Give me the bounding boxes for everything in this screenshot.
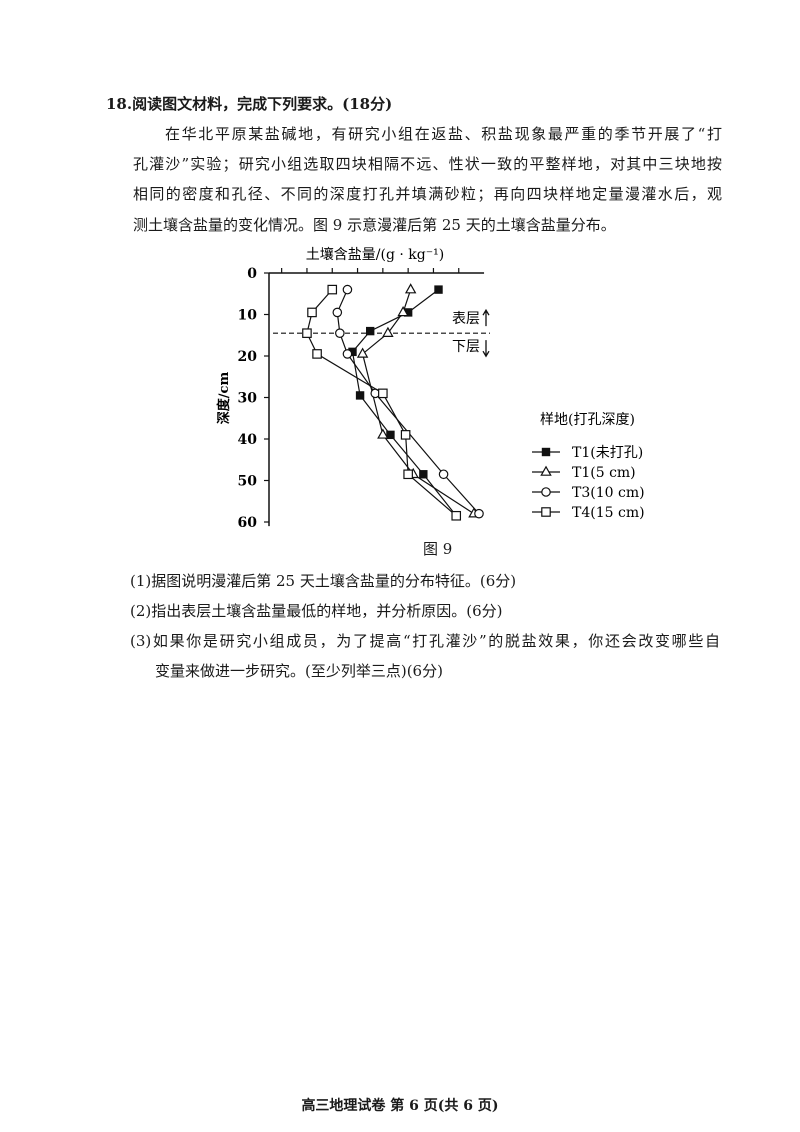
data-point-open-square: [307, 307, 317, 318]
legend-label: T1(未打孔): [572, 444, 643, 461]
legend-label: T4(15 cm): [572, 505, 645, 521]
data-point-filled-square: [355, 391, 365, 400]
y-tick-label: 50: [238, 474, 258, 490]
data-point-open-square: [400, 430, 411, 440]
series-4: [302, 284, 462, 521]
data-point-filled-square: [541, 447, 551, 457]
data-point-open-circle: [342, 349, 353, 359]
paragraph-line: 在华北平原某盐碱地，有研究小组在返盐、积盐现象最严重的季节开展了“打: [165, 125, 722, 143]
y-tick-label: 40: [238, 432, 258, 448]
sub-question-3: (3)如果你是研究小组成员，为了提高“打孔灌沙”的脱盐效果，你还会改变哪些自: [130, 632, 720, 650]
up-arrow-icon: [482, 308, 490, 327]
page-footer: 高三地理试卷 第 6 页(共 6 页): [301, 1098, 499, 1114]
series-line: [306, 289, 457, 517]
paragraph-line: 孔灌沙”实验；研究小组选取四块相隔不远、性状一致的平整样地，对其中三块地按: [133, 155, 722, 173]
legend-label: T1(5 cm): [572, 465, 636, 481]
sub-question-2: (2)指出表层土壤含盐量最低的样地，并分析原因。(6分): [130, 602, 503, 620]
series-1: [348, 285, 461, 520]
data-point-filled-square: [348, 347, 357, 357]
y-tick-label: 0: [247, 266, 257, 282]
data-point-open-square: [327, 284, 338, 295]
data-point-open-circle: [474, 508, 484, 519]
data-point-filled-square: [386, 430, 395, 440]
legend-item: T1(5 cm): [532, 465, 636, 481]
data-point-filled-square: [403, 308, 413, 317]
y-tick-label: 60: [238, 515, 258, 531]
lower-layer-label: 下层: [452, 339, 480, 355]
legend-item: T1(未打孔): [532, 444, 643, 461]
paragraph-line: 相同的密度和孔径、不同的深度打孔并填满砂粒；再向四块样地定量漫灌水后，观: [133, 185, 722, 203]
data-point-open-square: [403, 469, 413, 480]
data-point-open-square: [302, 328, 312, 338]
series-line: [351, 289, 457, 517]
y-tick-label: 20: [238, 349, 258, 365]
data-point-open-circle: [438, 469, 449, 480]
legend-item: T4(15 cm): [532, 505, 645, 521]
legend-title: 样地(打孔深度): [540, 411, 635, 428]
x-axis-title: 土壤含盐量/(g · kg⁻¹): [306, 246, 444, 263]
data-point-open-triangle: [382, 326, 394, 337]
sub-question-3-cont: 变量来做进一步研究。(至少列举三点)(6分): [155, 662, 443, 680]
sub-question-1: (1)据图说明漫灌后第 25 天土壤含盐量的分布特征。(6分): [130, 572, 517, 590]
y-tick-label: 30: [238, 391, 258, 407]
data-point-open-triangle: [397, 305, 409, 317]
data-point-open-triangle: [404, 283, 417, 294]
data-point-filled-square: [434, 285, 443, 294]
down-arrow-icon: [482, 340, 490, 358]
data-point-open-square: [541, 507, 551, 517]
data-point-open-circle: [342, 284, 353, 295]
y-axis-title: 深度/cm: [216, 372, 232, 425]
data-point-open-triangle: [356, 347, 369, 358]
data-point-open-square: [451, 510, 462, 521]
figure-caption: 图 9: [423, 540, 453, 558]
data-point-open-circle: [335, 328, 345, 338]
data-point-open-circle: [332, 307, 343, 318]
data-point-filled-square: [366, 326, 375, 336]
data-point-filled-square: [419, 470, 428, 479]
legend-item: T3(10 cm): [532, 485, 645, 501]
data-point-open-circle: [541, 487, 551, 497]
data-point-open-square: [312, 349, 322, 359]
series-2: [356, 283, 480, 518]
upper-layer-label: 表层: [452, 311, 480, 327]
series-3: [332, 284, 484, 519]
data-point-open-triangle: [540, 465, 552, 476]
paragraph-line: 测土壤含盐量的变化情况。图 9 示意漫灌后第 25 天的土壤含盐量分布。: [133, 216, 616, 234]
data-point-open-triangle: [377, 428, 389, 439]
legend-label: T3(10 cm): [572, 485, 645, 501]
data-point-open-square: [378, 388, 388, 399]
question-title: 18.阅读图文材料，完成下列要求。(18分): [106, 95, 393, 113]
y-tick-label: 10: [238, 308, 258, 324]
